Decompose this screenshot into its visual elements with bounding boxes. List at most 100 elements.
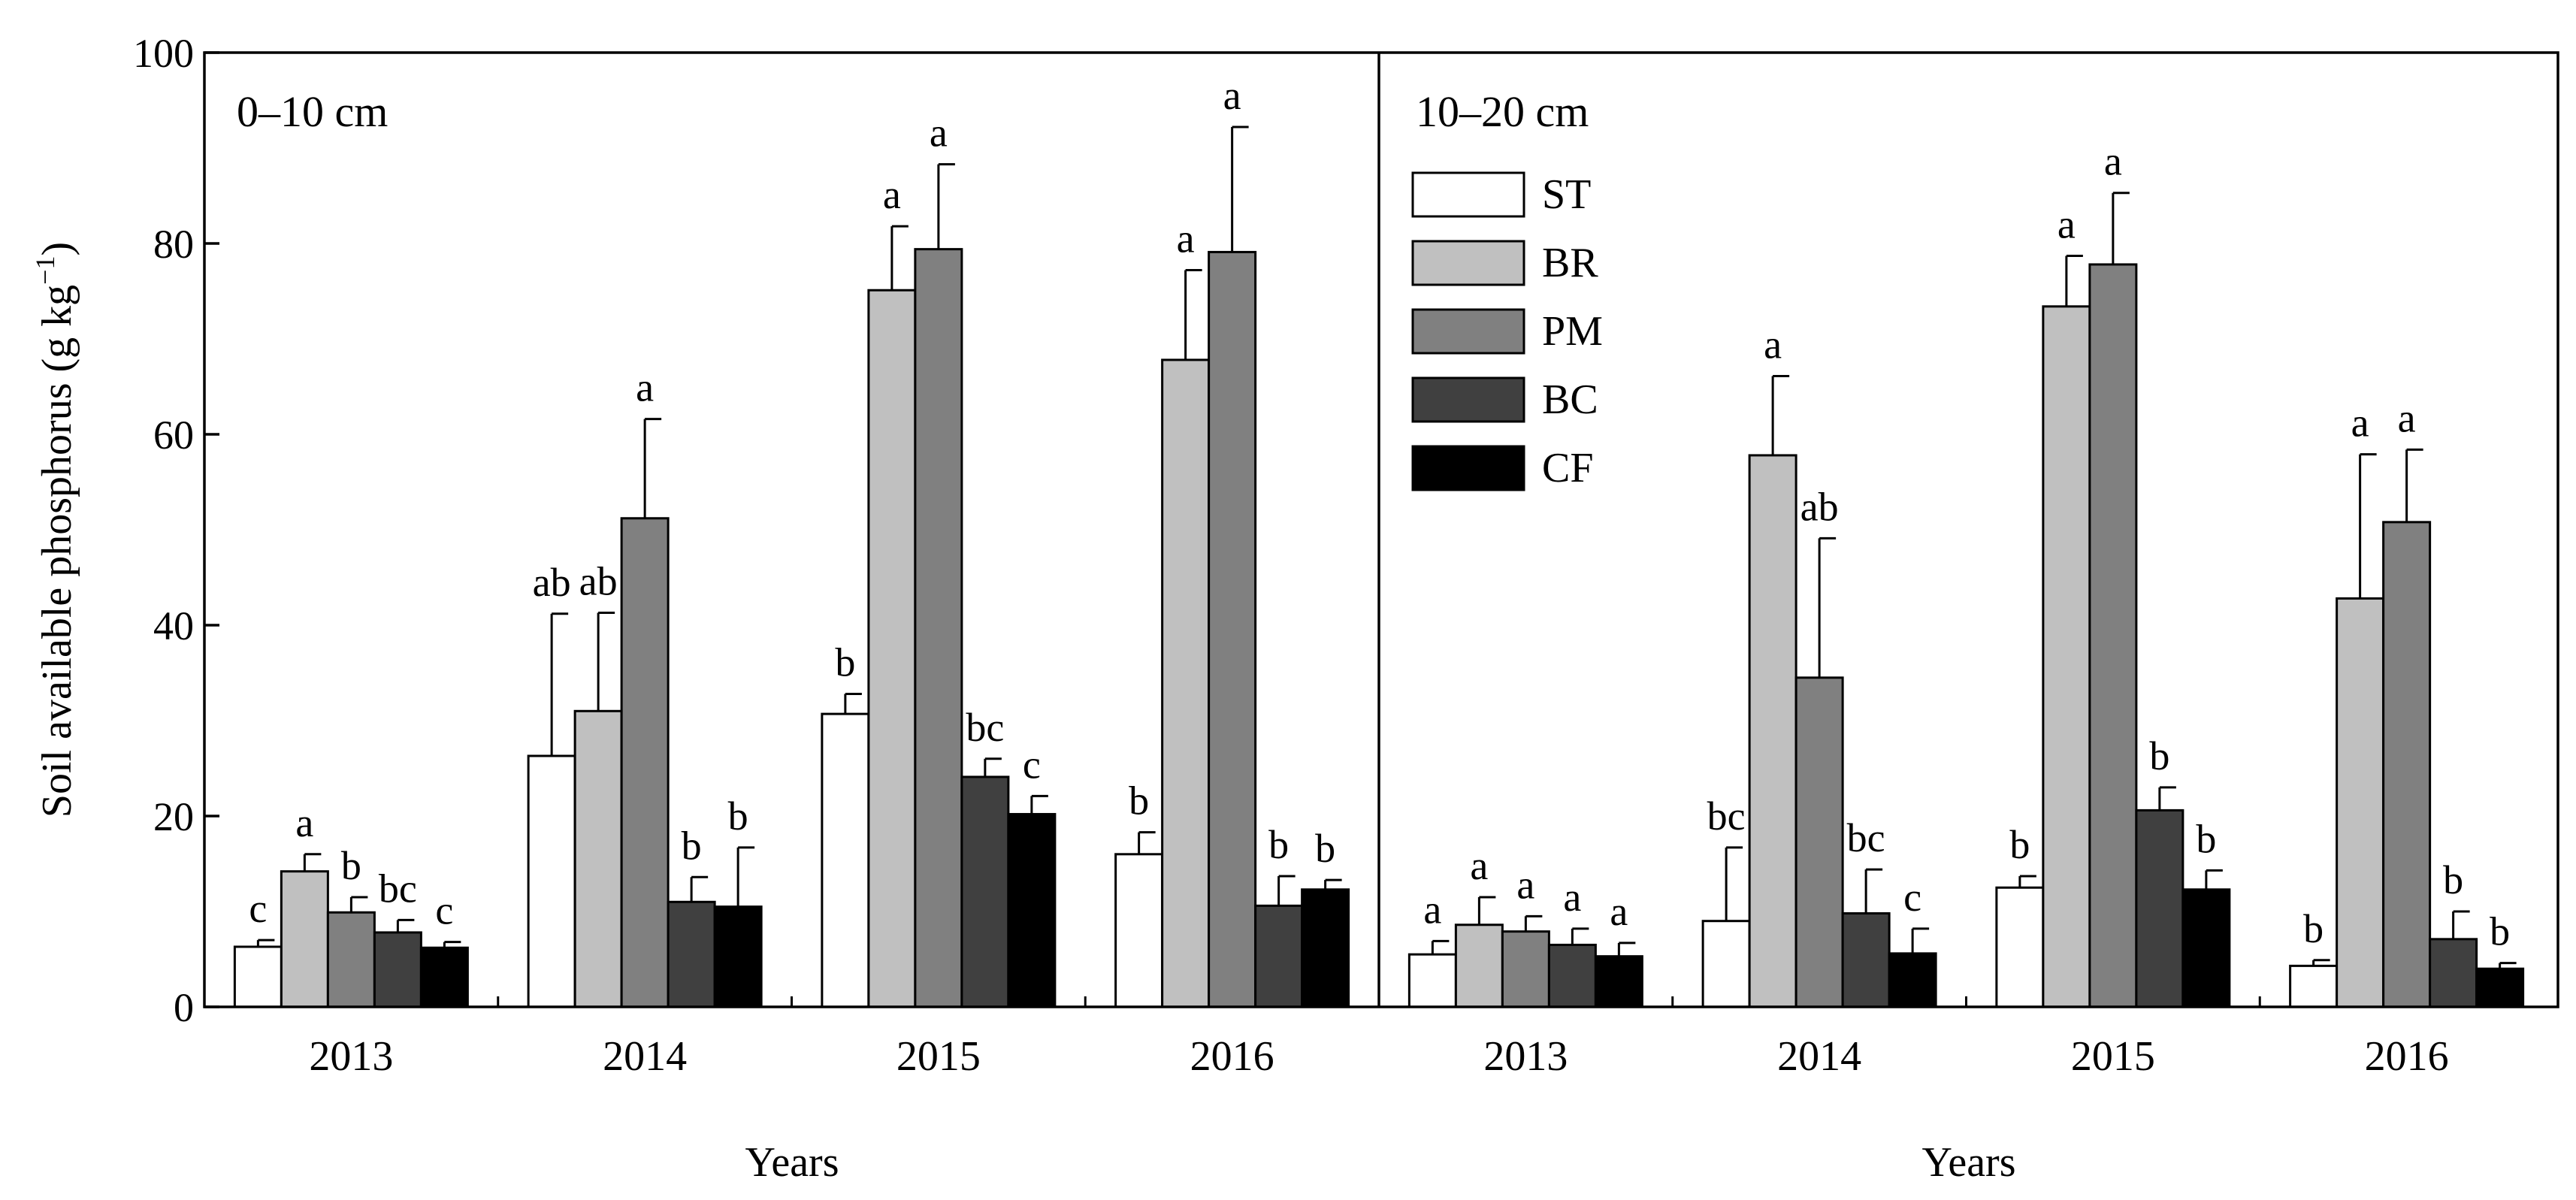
- bar-st-2016: [1114, 853, 1164, 1008]
- bar-bc-2013: [1547, 943, 1597, 1008]
- bar-st-2014: [527, 754, 576, 1008]
- x-tick-label: 2015: [2071, 1033, 2155, 1080]
- bar-bc-2013: [373, 931, 422, 1008]
- bar-pm-2014: [1794, 676, 1844, 1008]
- x-tick-label: 2016: [1190, 1033, 1274, 1080]
- bar-cf-2015: [1007, 812, 1057, 1008]
- bar-cf-2016: [1301, 888, 1350, 1008]
- bar-pm-2014: [620, 517, 670, 1008]
- significance-letter: b: [1315, 826, 1335, 871]
- bar-bc-2014: [667, 900, 716, 1008]
- bar-st-2013: [233, 945, 283, 1008]
- significance-letter: b: [341, 843, 361, 888]
- bar-st-2014: [1701, 920, 1751, 1008]
- significance-letter: b: [2490, 909, 2510, 954]
- bar-bc-2015: [2135, 809, 2184, 1008]
- y-axis-label-close: ): [34, 242, 80, 256]
- bar-pm-2016: [1208, 250, 1257, 1008]
- legend-label-pm: PM: [1542, 308, 1603, 355]
- bar-st-2015: [821, 712, 870, 1008]
- bar-br-2013: [1454, 923, 1504, 1008]
- bar-br-2014: [573, 709, 623, 1008]
- significance-letter: a: [1610, 889, 1628, 934]
- significance-letter: c: [249, 886, 267, 931]
- significance-letter: b: [1129, 778, 1149, 824]
- significance-letter: b: [728, 793, 748, 839]
- legend-swatch-pm: [1411, 308, 1525, 355]
- y-tick-label: 80: [153, 222, 194, 267]
- significance-letter: bc: [1847, 815, 1885, 860]
- panel-title-left: 0–10 cm: [237, 87, 388, 136]
- bar-cf-2013: [419, 946, 469, 1008]
- x-tick-label: 2013: [1483, 1033, 1568, 1080]
- significance-letter: ab: [579, 558, 618, 603]
- y-axis-label-sup: −1: [30, 256, 60, 285]
- legend-label-br: BR: [1542, 240, 1598, 286]
- significance-letter: a: [1177, 216, 1195, 261]
- significance-letter: a: [2104, 139, 2122, 184]
- bar-cf-2015: [2181, 888, 2231, 1008]
- significance-letter: b: [2303, 906, 2324, 951]
- significance-letter: a: [1764, 322, 1782, 367]
- bar-st-2016: [2289, 964, 2339, 1008]
- bar-cf-2014: [1888, 952, 1937, 1008]
- significance-letter: b: [2196, 816, 2216, 861]
- significance-letter: b: [682, 823, 702, 868]
- bar-st-2015: [1995, 886, 2045, 1008]
- significance-letter: bc: [966, 705, 1004, 750]
- y-tick-label: 40: [153, 603, 194, 648]
- significance-letter: c: [435, 888, 453, 933]
- y-axis: 0 20 40 60 80 100: [133, 31, 219, 1030]
- significance-letter: b: [2009, 822, 2030, 867]
- significance-letter: a: [930, 110, 948, 156]
- significance-letter: b: [2443, 857, 2463, 902]
- significance-letter: bc: [379, 866, 417, 911]
- bar-br-2015: [2042, 305, 2091, 1008]
- significance-letter: ab: [1800, 484, 1839, 529]
- bar-pm-2013: [1501, 930, 1550, 1008]
- significance-letter: c: [1903, 875, 1921, 920]
- bar-st-2013: [1407, 953, 1457, 1008]
- bar-cf-2014: [713, 905, 763, 1008]
- y-axis-label: Soil available phosphorus (g kg−1): [30, 242, 80, 818]
- y-tick-label: 100: [133, 31, 194, 76]
- x-tick-label: 2014: [603, 1033, 687, 1080]
- significance-letter: a: [2057, 202, 2076, 247]
- legend-label-cf: CF: [1542, 445, 1594, 491]
- y-tick-label: 0: [174, 985, 194, 1030]
- bar-br-2013: [280, 870, 329, 1008]
- bar-bc-2014: [1841, 912, 1891, 1008]
- significance-letter: a: [1423, 887, 1441, 932]
- significance-letter: a: [1516, 862, 1534, 907]
- bar-bc-2015: [960, 775, 1010, 1008]
- significance-letter: a: [2351, 401, 2369, 446]
- bar-br-2015: [867, 289, 917, 1008]
- bar-br-2016: [1161, 358, 1211, 1008]
- x-tick-label: 2016: [2365, 1033, 2449, 1080]
- significance-letter: a: [636, 365, 654, 410]
- bar-pm-2013: [326, 911, 376, 1008]
- legend: ST BR PM BC CF: [1411, 171, 1603, 491]
- legend-label-st: ST: [1542, 171, 1591, 218]
- significance-letter: a: [1563, 875, 1581, 920]
- significance-letter: a: [1223, 73, 1241, 118]
- significance-letter: b: [1268, 822, 1289, 867]
- x-axis-label-right: Years: [1922, 1139, 2016, 1186]
- significance-letter: bc: [1707, 793, 1746, 839]
- y-tick-label: 20: [153, 794, 194, 839]
- bar-pm-2015: [2088, 263, 2138, 1008]
- significance-letter: c: [1023, 742, 1041, 787]
- significance-letter: b: [835, 639, 855, 685]
- y-tick-label: 60: [153, 413, 194, 458]
- bar-br-2014: [1748, 454, 1797, 1008]
- significance-letter: a: [295, 800, 313, 845]
- bar-cf-2013: [1594, 955, 1643, 1008]
- significance-letter: ab: [533, 560, 571, 605]
- legend-swatch-st: [1411, 171, 1525, 218]
- panel-title-right: 10–20 cm: [1416, 87, 1589, 136]
- bar-cf-2016: [2475, 967, 2525, 1008]
- legend-swatch-br: [1411, 240, 1525, 286]
- significance-letter: a: [883, 172, 901, 217]
